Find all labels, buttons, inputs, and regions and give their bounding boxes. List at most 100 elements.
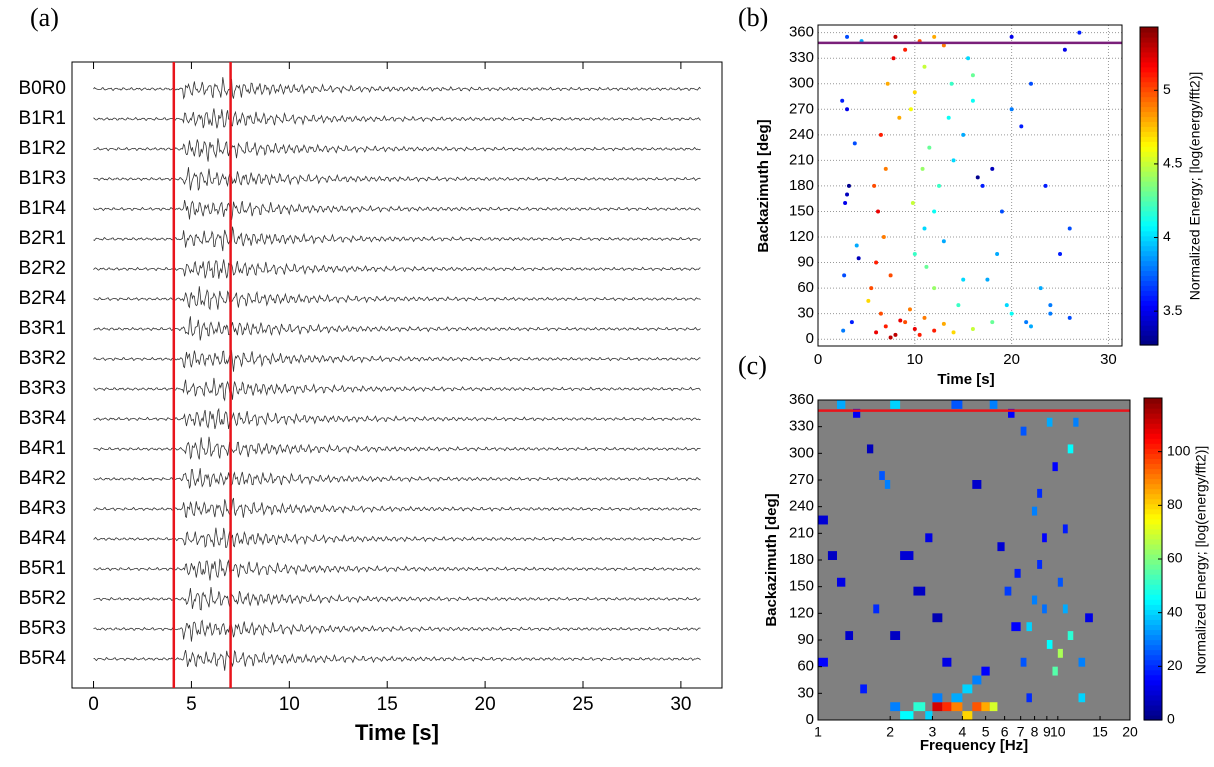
- scatter-point: [999, 209, 1004, 214]
- scatter-point: [990, 166, 995, 171]
- scatter-point: [912, 90, 917, 95]
- y-tick-label: 360: [789, 24, 814, 41]
- x-tick-label: 5: [982, 724, 990, 740]
- colorbar-swatch: [1144, 704, 1162, 711]
- scatter-point: [869, 286, 874, 291]
- colorbar-tick-label: 80: [1167, 496, 1183, 512]
- colorbar-swatch: [1144, 463, 1162, 470]
- colorbar-swatch: [1140, 325, 1158, 331]
- colorbar-swatch: [1140, 210, 1158, 217]
- scatter-point: [876, 209, 881, 214]
- colorbar-swatch: [1140, 295, 1158, 301]
- colorbar-swatch: [1144, 654, 1162, 661]
- x-tick-label: 30: [1100, 351, 1117, 368]
- x-tick-label: 5: [186, 694, 197, 715]
- y-tick-label: 300: [789, 444, 814, 461]
- colorbar-swatch: [1140, 190, 1158, 197]
- colorbar-swatch: [1144, 694, 1162, 701]
- trace: [93, 226, 701, 252]
- colorbar-swatch: [1144, 488, 1162, 495]
- y-tick-label: 180: [789, 551, 814, 568]
- colorbar-swatch: [1140, 260, 1158, 267]
- colorbar-swatch: [1140, 330, 1158, 336]
- heatmap-cell: [951, 400, 963, 409]
- scatter-point: [888, 335, 893, 340]
- heatmap-cell: [836, 400, 846, 409]
- colorbar-swatch: [1140, 126, 1158, 132]
- station-label: B4R3: [18, 498, 66, 519]
- heatmap-cell: [932, 693, 943, 703]
- heatmap-cell: [1037, 560, 1043, 569]
- colorbar-swatch: [1140, 171, 1158, 177]
- heatmap-cell: [900, 711, 914, 720]
- x-tick-label: 0: [814, 351, 822, 368]
- heatmap-cell: [1037, 488, 1043, 498]
- scatter-point: [849, 320, 854, 325]
- station-label: B3R1: [18, 318, 66, 339]
- scatter-point: [922, 315, 927, 320]
- colorbar-swatch: [1140, 235, 1158, 242]
- x-tick-label: 8: [1031, 724, 1039, 740]
- colorbar-swatch: [1140, 225, 1158, 232]
- scatter-point: [941, 43, 946, 48]
- station-label: B2R1: [18, 228, 66, 249]
- y-tick-label: 60: [797, 658, 814, 675]
- scatter-point: [932, 34, 937, 39]
- heatmap-cell: [962, 684, 973, 694]
- heatmap-cell: [1031, 595, 1038, 605]
- station-label: B3R4: [18, 408, 66, 429]
- heatmap-cell: [989, 400, 998, 409]
- scatter-point: [881, 235, 886, 240]
- y-tick-label: 150: [789, 202, 814, 219]
- scatter-point: [908, 107, 913, 112]
- scatter-point: [845, 107, 850, 112]
- colorbar-swatch: [1144, 699, 1162, 706]
- colorbar-swatch: [1140, 220, 1158, 227]
- scatter-point: [1043, 183, 1048, 188]
- colorbar-swatch: [1144, 538, 1162, 545]
- scatter-point: [1019, 124, 1024, 129]
- colorbar-swatch: [1144, 689, 1162, 696]
- colorbar-swatch: [1140, 305, 1158, 311]
- x-tick-label: 30: [670, 694, 691, 715]
- heatmap-cell: [1026, 622, 1032, 632]
- colorbar-swatch: [1140, 81, 1158, 88]
- scatter-point: [878, 132, 883, 137]
- trace: [93, 527, 701, 548]
- heatmap-cell: [932, 702, 943, 712]
- colorbar-swatch: [1140, 66, 1158, 73]
- colorbar-swatch: [1144, 483, 1162, 490]
- scatter-point: [961, 277, 966, 282]
- y-tick-label: 330: [789, 418, 814, 435]
- trace: [93, 167, 701, 191]
- heatmap-cell: [1067, 631, 1074, 640]
- scatter-point: [907, 307, 912, 312]
- colorbar-swatch: [1144, 508, 1162, 515]
- x-axis-label: Time [s]: [355, 720, 439, 745]
- heatmap-cell: [1026, 693, 1032, 703]
- heatmap-cell: [1057, 648, 1063, 658]
- trace: [93, 138, 701, 162]
- scatter-point: [1009, 34, 1014, 39]
- panel-label: (b): [738, 3, 768, 32]
- colorbar-swatch: [1144, 498, 1162, 505]
- heatmap-cell: [962, 711, 973, 720]
- scatter-point: [852, 141, 857, 146]
- colorbar-swatch: [1140, 101, 1158, 108]
- colorbar-swatch: [1140, 181, 1158, 187]
- colorbar-label: Normalized Energy; [log(energy/fft2)]: [1187, 72, 1203, 301]
- colorbar-swatch: [1144, 614, 1162, 620]
- y-tick-label: 210: [789, 524, 814, 541]
- colorbar-swatch: [1140, 106, 1158, 113]
- heatmap-cell: [925, 533, 933, 543]
- scatter-point: [912, 252, 917, 257]
- colorbar-swatch: [1140, 76, 1158, 83]
- scatter-point: [874, 260, 879, 265]
- panel-label: (a): [30, 3, 59, 32]
- colorbar-swatch: [1140, 265, 1158, 272]
- heatmap-cell: [1042, 533, 1047, 543]
- heatmap-cell: [942, 702, 952, 712]
- colorbar-swatch: [1140, 96, 1158, 103]
- y-tick-label: 360: [789, 391, 814, 408]
